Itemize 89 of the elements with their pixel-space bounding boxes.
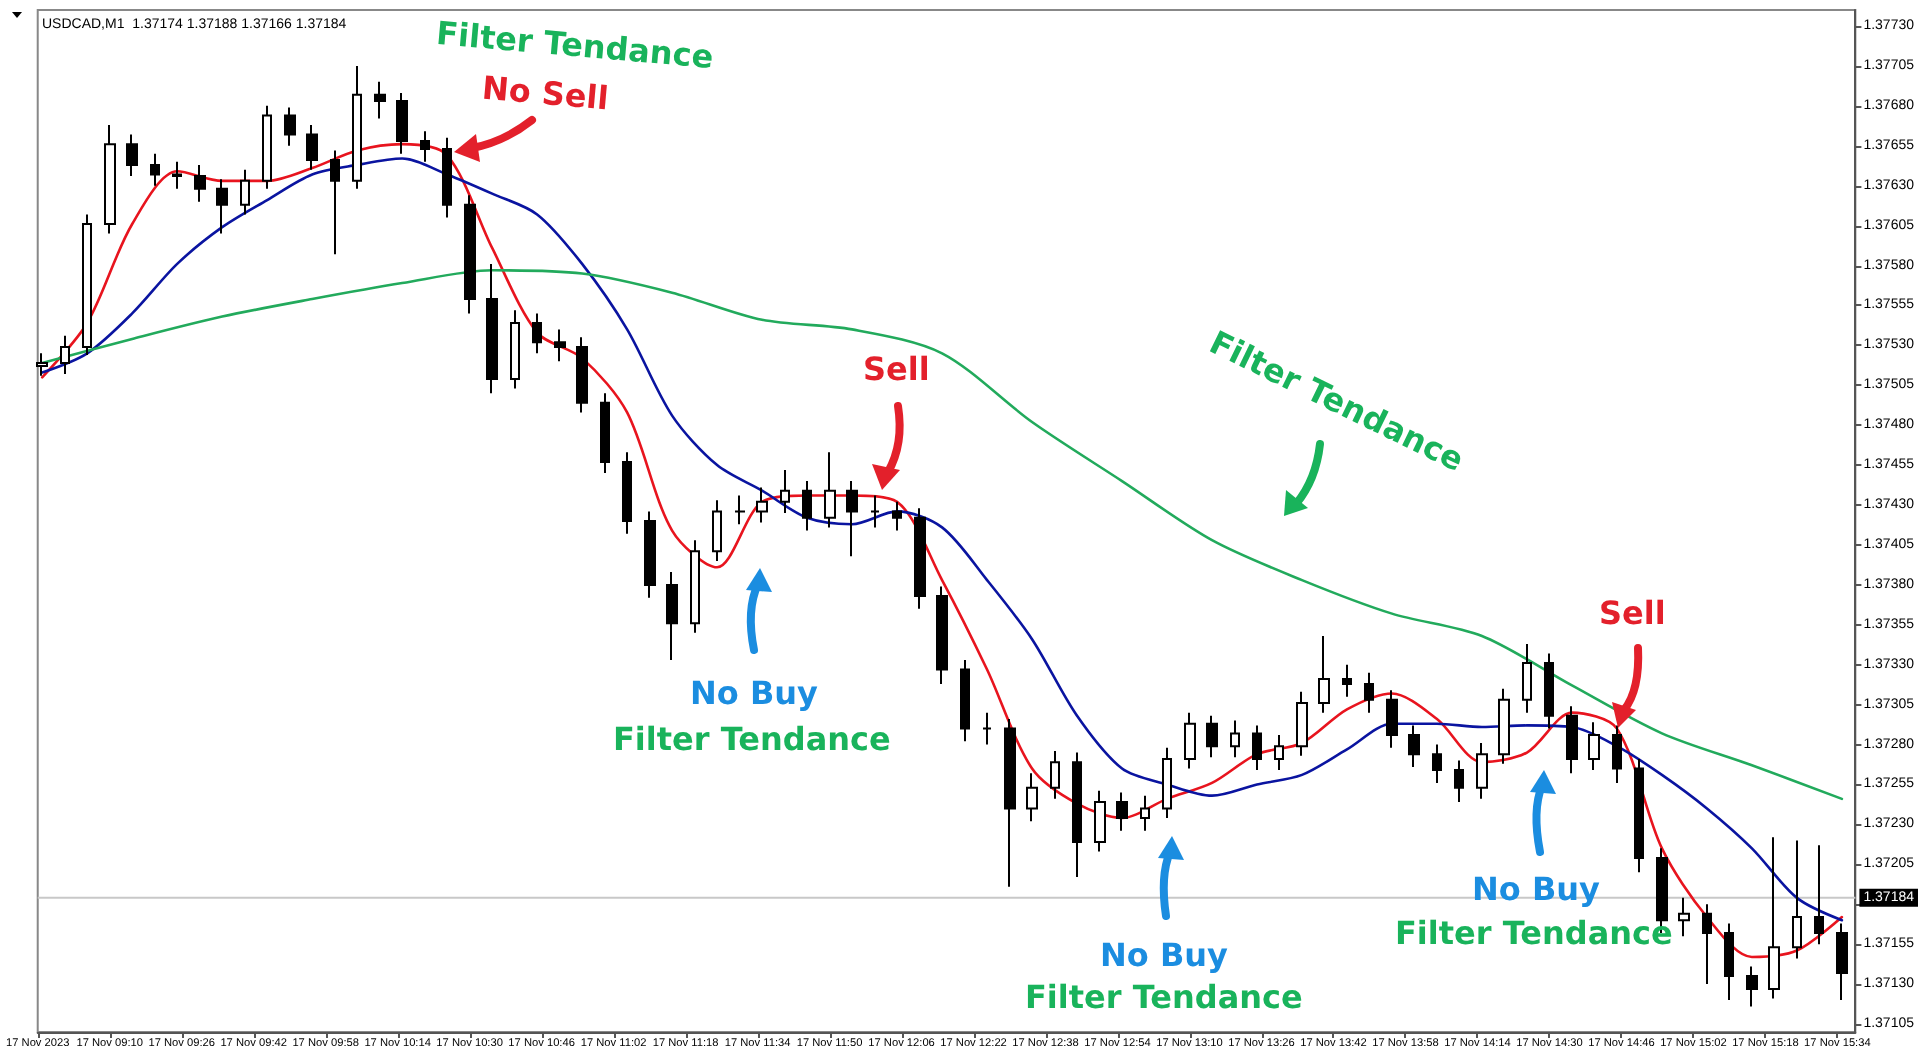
candlestick [1252, 724, 1262, 772]
candlestick [1206, 714, 1218, 759]
candlestick [36, 352, 48, 377]
candlestick [1386, 689, 1398, 749]
candlestick [194, 163, 206, 203]
candlestick [936, 585, 948, 685]
annotation: No Buy [1100, 935, 1228, 973]
candlestick [104, 123, 116, 235]
candlestick [666, 571, 678, 661]
annotation: Filter Tendance [613, 719, 891, 757]
candlestick [802, 480, 812, 532]
candlestick [442, 136, 452, 219]
candlestick [1230, 719, 1240, 759]
candlestick [1004, 718, 1016, 888]
candlestick [870, 494, 880, 529]
candlestick [1050, 749, 1060, 800]
candlestick [1588, 721, 1600, 772]
candlestick [420, 130, 430, 163]
candlestick [126, 133, 138, 178]
candlestick [1454, 759, 1464, 804]
candlestick [1094, 789, 1106, 853]
candlestick [1522, 642, 1532, 714]
candlestick [1678, 896, 1690, 938]
candlestick [1408, 724, 1420, 768]
candlestick [600, 392, 610, 475]
candlestick [622, 451, 632, 535]
candlestick [1364, 671, 1374, 714]
candlestick [1814, 844, 1824, 946]
annotation: Sell [1599, 593, 1666, 631]
annotation: Filter Tendance [1395, 913, 1673, 951]
candlestick [1724, 922, 1734, 1002]
candlestick [352, 64, 362, 190]
candlestick [846, 480, 858, 558]
candlestick [690, 539, 700, 634]
annotation: Filter Tendance [1025, 977, 1303, 1015]
candlestick [532, 312, 542, 355]
annotation: Sell [863, 349, 930, 387]
candlestick [150, 152, 160, 187]
candlestick [1140, 794, 1150, 832]
candlestick [396, 92, 408, 155]
candlestick [464, 194, 476, 315]
annotation: No Buy [690, 673, 818, 711]
candlestick [644, 510, 656, 599]
candlestick [374, 80, 386, 120]
candlestick [1746, 965, 1758, 1008]
candlestick [60, 334, 70, 376]
candlestick [1476, 741, 1488, 800]
line-series [40, 268, 1844, 801]
candlestick [892, 500, 902, 532]
candlestick [554, 328, 566, 363]
candlestick [1566, 705, 1578, 775]
candlestick [1836, 922, 1848, 1002]
candlestick [1274, 733, 1284, 772]
candlestick [1342, 663, 1352, 698]
candlestick [1026, 772, 1038, 823]
candlestick [1498, 687, 1510, 765]
candlestick [734, 494, 746, 526]
candlestick [1432, 743, 1442, 784]
candlestick [1296, 690, 1308, 757]
candlestick [756, 486, 768, 524]
candlestick [1162, 746, 1172, 820]
candlestick [240, 168, 250, 216]
candlestick [780, 468, 790, 515]
candlestick [914, 507, 926, 610]
candlestick [982, 711, 992, 746]
candlestick [510, 309, 520, 390]
candlestick [1318, 634, 1330, 714]
candlestick [1768, 836, 1780, 1000]
candlestick [486, 262, 498, 395]
candlestick [1116, 791, 1128, 832]
candlestick [576, 336, 588, 414]
candlestick [1634, 757, 1644, 874]
candlestick [1702, 903, 1712, 986]
candlestick [172, 160, 182, 190]
candlestick [960, 658, 970, 743]
candlestick [824, 451, 836, 529]
candlestick [1544, 652, 1554, 730]
candlestick [1792, 839, 1802, 960]
candlestick [1184, 711, 1196, 770]
candlestick [82, 213, 92, 356]
candlestick [284, 106, 296, 147]
candlestick [330, 149, 340, 256]
candlestick [1612, 724, 1622, 784]
candlestick [306, 123, 318, 171]
candlestick [1072, 751, 1082, 879]
candlestick [216, 178, 228, 235]
candlestick [262, 104, 272, 190]
annotation: No Buy [1472, 869, 1600, 907]
candlestick [712, 499, 722, 562]
